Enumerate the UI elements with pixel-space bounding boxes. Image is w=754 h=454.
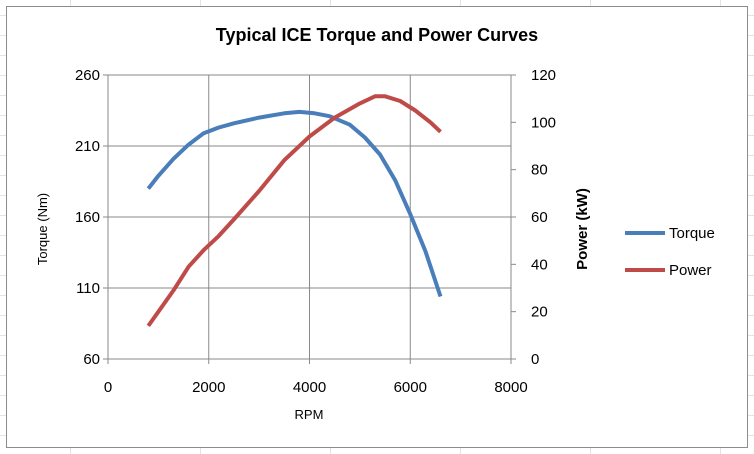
legend[interactable]: Torque Power (625, 225, 715, 279)
y2-tick-label: 20 (531, 304, 548, 321)
chart-title: Typical ICE Torque and Power Curves (216, 25, 538, 45)
y-tick-label: 260 (75, 67, 100, 84)
y-tick-label: 110 (76, 280, 100, 297)
x-tick-label: 8000 (494, 379, 527, 396)
x-tick-label: 2000 (192, 379, 225, 396)
plot-axes (103, 74, 516, 364)
y-tick-label: 60 (83, 351, 100, 368)
y-tick-label: 160 (75, 209, 100, 226)
legend-label-torque: Torque (669, 225, 715, 242)
y2-tick-label: 0 (531, 351, 539, 368)
y2-tick-label: 100 (531, 114, 556, 131)
x-tick-label: 0 (104, 379, 112, 396)
series-layer (146, 94, 443, 328)
x-tick-label: 6000 (394, 379, 427, 396)
series-line-power[interactable] (146, 94, 442, 328)
y2-tick-label: 60 (531, 209, 548, 226)
chart-area[interactable]: Typical ICE Torque and Power Curves 60 11… (6, 6, 748, 448)
y-tick-label: 210 (75, 138, 100, 155)
y2-tick-label: 80 (531, 162, 548, 179)
x-axis-label: RPM (295, 407, 324, 422)
plot-gridlines (108, 74, 512, 359)
y-axis-label: Torque (Nm) (35, 193, 50, 265)
y2-tick-label: 120 (531, 67, 556, 84)
x-tick-label: 4000 (293, 379, 326, 396)
y2-axis-label: Power (kW) (574, 188, 591, 270)
legend-label-power: Power (669, 262, 712, 279)
chart-svg: Typical ICE Torque and Power Curves 60 11… (35, 25, 715, 422)
series-line-torque[interactable] (146, 109, 443, 298)
y2-tick-label: 40 (531, 256, 548, 273)
